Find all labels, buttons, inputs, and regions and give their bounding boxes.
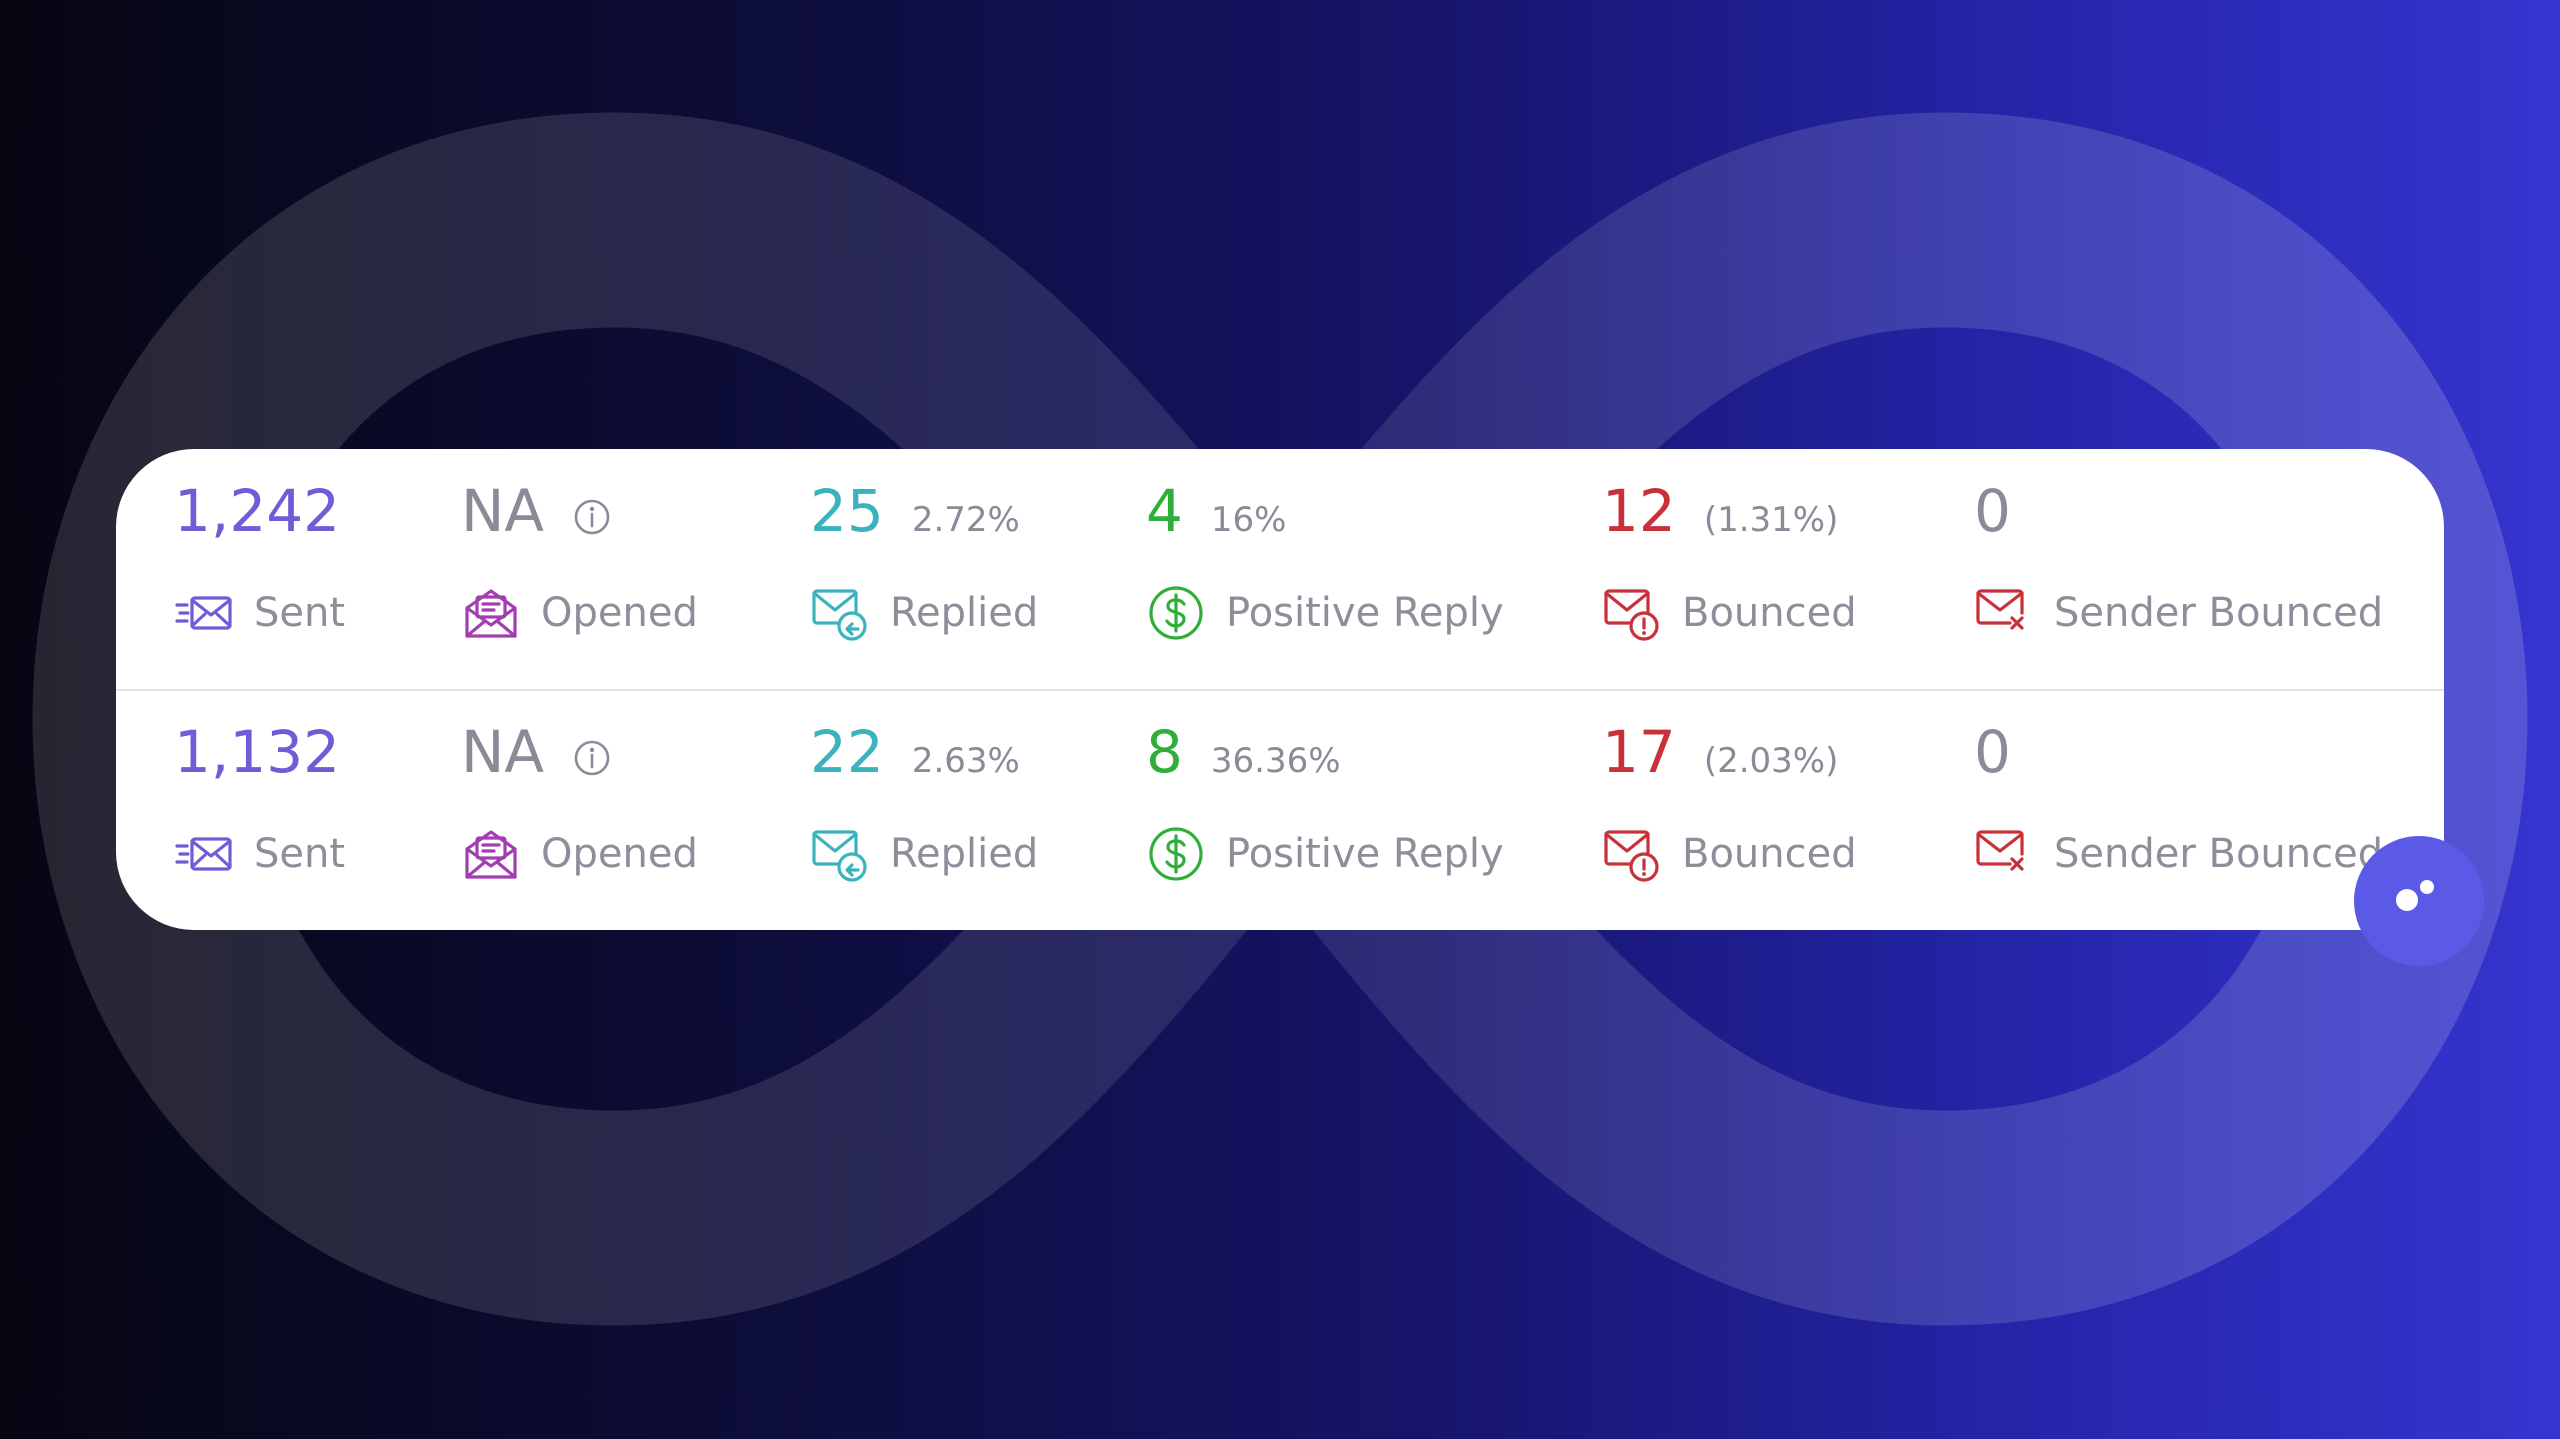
stats-row: 1,242 Sent NA Opened — [116, 449, 2444, 689]
sender-bounced-count: 0 — [1974, 477, 2011, 545]
campaign-stats-card: 1,242 Sent NA Opened — [116, 449, 2444, 930]
positive-reply-rate: 16% — [1210, 500, 1287, 540]
send-mail-icon — [174, 824, 234, 884]
positive-reply-label: Positive Reply — [1226, 831, 1504, 877]
reply-mail-icon — [810, 824, 870, 884]
opened-label: Opened — [541, 590, 698, 636]
sent-count: 1,242 — [174, 477, 341, 545]
replied-count: 22 — [810, 718, 884, 786]
bounced-label: Bounced — [1682, 590, 1857, 636]
bounced-rate: (2.03%) — [1703, 741, 1839, 781]
bounced-label: Bounced — [1682, 831, 1857, 877]
positive-reply-count: 8 — [1146, 718, 1183, 786]
open-envelope-icon — [461, 824, 521, 884]
chat-launcher-icon — [2396, 889, 2418, 911]
sender-bounced-label: Sender Bounced — [2054, 590, 2384, 636]
open-envelope-icon — [461, 583, 521, 643]
bounced-count: 12 — [1602, 477, 1676, 545]
chat-launcher-button[interactable] — [2354, 836, 2484, 966]
mail-alert-icon — [1602, 824, 1662, 884]
bounced-rate: (1.31%) — [1703, 500, 1839, 540]
stats-row: 1,132 Sent NA Opened — [116, 690, 2444, 930]
replied-rate: 2.63% — [911, 741, 1020, 781]
replied-label: Replied — [890, 831, 1039, 877]
row-divider — [116, 689, 2444, 691]
mail-alert-icon — [1602, 583, 1662, 643]
info-icon[interactable] — [572, 738, 612, 778]
mail-x-icon — [1974, 583, 2034, 643]
replied-rate: 2.72% — [911, 500, 1020, 540]
chat-launcher-icon-dot — [2420, 880, 2434, 894]
sent-count: 1,132 — [174, 718, 341, 786]
positive-reply-count: 4 — [1146, 477, 1183, 545]
positive-reply-label: Positive Reply — [1226, 590, 1504, 636]
positive-reply-rate: 36.36% — [1210, 741, 1341, 781]
opened-count: NA — [461, 718, 545, 786]
bounced-count: 17 — [1602, 718, 1676, 786]
send-mail-icon — [174, 583, 234, 643]
sent-label: Sent — [254, 590, 346, 636]
dollar-circle-icon — [1146, 824, 1206, 884]
info-icon[interactable] — [572, 497, 612, 537]
sent-label: Sent — [254, 831, 346, 877]
dollar-circle-icon — [1146, 583, 1206, 643]
sender-bounced-label: Sender Bounced — [2054, 831, 2384, 877]
reply-mail-icon — [810, 583, 870, 643]
replied-label: Replied — [890, 590, 1039, 636]
mail-x-icon — [1974, 824, 2034, 884]
replied-count: 25 — [810, 477, 884, 545]
opened-count: NA — [461, 477, 545, 545]
opened-label: Opened — [541, 831, 698, 877]
sender-bounced-count: 0 — [1974, 718, 2011, 786]
